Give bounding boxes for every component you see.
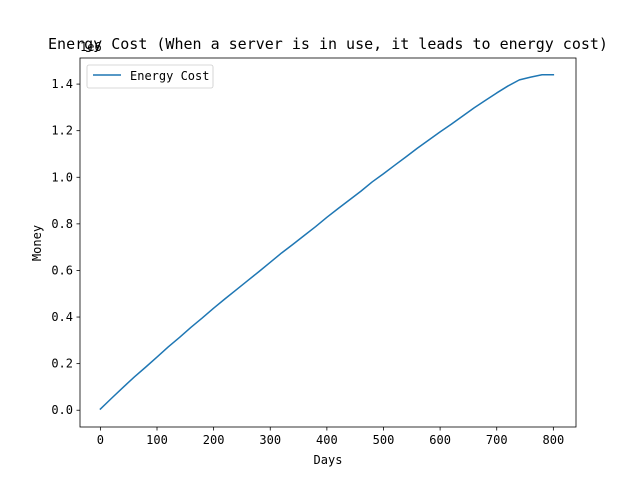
y-tick-label: 1.2 (51, 124, 73, 138)
x-tick-label: 300 (259, 433, 281, 447)
y-tick-label: 0.6 (51, 263, 73, 277)
x-tick-label: 700 (486, 433, 508, 447)
plot-area (80, 58, 576, 427)
energy-cost-line (99, 74, 555, 411)
x-tick-label: 200 (203, 433, 225, 447)
y-offset-label: 1e6 (80, 40, 102, 54)
x-tick-label: 400 (316, 433, 338, 447)
x-tick-label: 800 (543, 433, 565, 447)
legend: Energy Cost (86, 64, 214, 89)
x-axis-ticks: 0 100 200 300 400 500 600 700 800 (97, 427, 564, 447)
y-tick-label: 1.0 (51, 170, 73, 184)
chart-title: Energy Cost (When a server is in use, it… (48, 35, 608, 53)
legend-label-energy-cost: Energy Cost (130, 69, 209, 83)
x-axis-label: Days (314, 453, 343, 467)
y-tick-label: 0.2 (51, 357, 73, 371)
y-tick-label: 0.8 (51, 217, 73, 231)
x-tick-label: 500 (373, 433, 395, 447)
x-tick-label: 100 (146, 433, 168, 447)
y-axis-label: Money (30, 225, 44, 261)
x-tick-label: 0 (97, 433, 104, 447)
y-tick-label: 0.4 (51, 310, 73, 324)
x-tick-label: 600 (429, 433, 451, 447)
y-axis-ticks: 0.0 0.2 0.4 0.6 0.8 1.0 1.2 1.4 (51, 77, 80, 417)
y-tick-label: 0.0 (51, 403, 73, 417)
legend-box (86, 64, 214, 89)
y-tick-label: 1.4 (51, 77, 73, 91)
plot-frame (79, 57, 577, 428)
